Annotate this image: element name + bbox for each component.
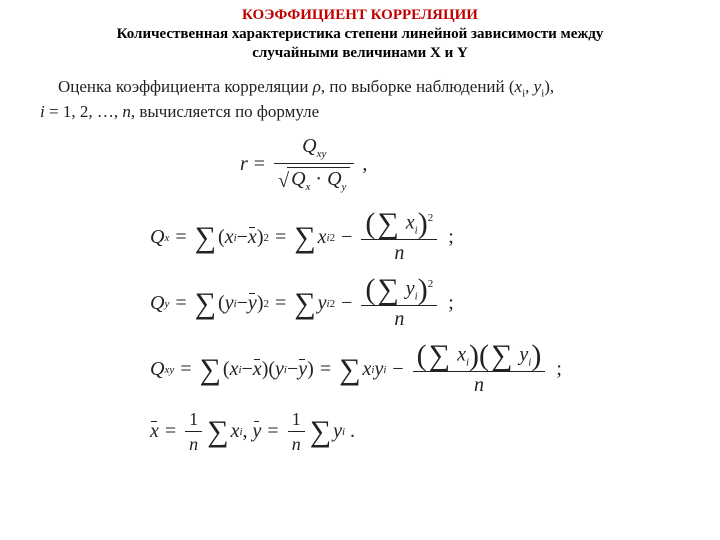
intro-mid: , по выборке наблюдений ( [321, 77, 515, 96]
sigma-icon: ∑ [294, 226, 315, 250]
heading-title: КОЭФФИЦИЕНТ КОРРЕЛЯЦИИ [40, 6, 680, 25]
sigma-icon: ∑ [491, 344, 512, 368]
heading-subtitle-1: Количественная характеристика степени ли… [40, 25, 680, 44]
sigma-icon: ∑ [195, 292, 216, 316]
intro-n: n [122, 102, 131, 121]
r-num-Q: Q [302, 135, 316, 157]
intro-range: = 1, 2, …, [45, 102, 123, 121]
qx-lhs: Q [150, 226, 164, 249]
qy-lhs-sub: y [164, 298, 169, 310]
qx-xi: x [225, 226, 234, 249]
formula-means: x = 1 n ∑ xi , y = 1 n ∑ yi . [150, 410, 680, 454]
intro-xi: x [515, 77, 523, 96]
sigma-icon: ∑ [339, 358, 360, 382]
r-comma: , [357, 153, 367, 176]
sigma-icon: ∑ [377, 278, 398, 302]
sigma-icon: ∑ [195, 226, 216, 250]
sigma-icon: ∑ [377, 212, 398, 236]
intro-rest: , вычисляется по формуле [131, 102, 319, 121]
r-fraction: Qxy √ Qx · Qy [274, 136, 354, 193]
qx-xbar: x [248, 226, 257, 249]
intro-paragraph: Оценка коэффициента корреляции ρ, по выб… [40, 76, 680, 124]
formula-qx: Qx = ∑ (xi − x)2 = ∑ xi2 − (∑ xi)2 n ; [150, 212, 680, 264]
qxy-frac: (∑ xi)(∑ yi) n [413, 344, 546, 396]
mean-1n-y: 1 n [288, 410, 305, 454]
r-sqrt: √ Qx · Qy [278, 167, 350, 194]
mean-xbar: x [150, 420, 159, 443]
sigma-icon: ∑ [200, 358, 221, 382]
formulas-block: r = Qxy √ Qx · Qy [150, 136, 680, 453]
qx-lhs-sub: x [164, 232, 169, 244]
sigma-icon: ∑ [207, 420, 228, 444]
mean-1n-x: 1 n [185, 410, 202, 454]
intro-prefix: Оценка коэффициента корреляции [58, 77, 313, 96]
formula-qy: Qy = ∑ (yi − y)2 = ∑ yi2 − (∑ yi)2 n ; [150, 278, 680, 330]
intro-rho: ρ [313, 77, 321, 96]
qxy-lhs-sub: xy [164, 364, 174, 376]
r-den-Qy-sub: y [342, 181, 347, 193]
intro-xi-sub: i [522, 88, 525, 100]
qx-frac: (∑ xi)2 n [361, 212, 437, 264]
qx-n: n [390, 242, 408, 264]
heading-subtitle-2: случайными величинами X и Y [40, 44, 680, 63]
r-num-sub: xy [317, 148, 327, 160]
mean-ybar: y [253, 420, 262, 443]
qxy-n: n [470, 374, 488, 396]
qx-xi2: x [318, 226, 327, 249]
qxy-lhs: Q [150, 358, 164, 381]
sigma-icon: ∑ [429, 344, 450, 368]
sigma-icon: ∑ [310, 420, 331, 444]
r-eq: = [254, 153, 265, 176]
qy-yi: y [225, 292, 234, 315]
qy-lhs: Q [150, 292, 164, 315]
r-den-dot: · [315, 168, 322, 190]
qy-frac: (∑ yi)2 n [361, 278, 437, 330]
sigma-icon: ∑ [294, 292, 315, 316]
qy-n: n [390, 308, 408, 330]
heading-block: КОЭФФИЦИЕНТ КОРРЕЛЯЦИИ Количественная ха… [40, 6, 680, 62]
qy-ybar: y [248, 292, 257, 315]
formula-qxy: Qxy = ∑ (xi − x)(yi − y) = ∑ xi yi − (∑ … [150, 344, 680, 396]
r-den-Qy: Q [327, 168, 341, 190]
r-den-Qx-sub: x [306, 181, 311, 193]
r-den-Qx: Q [291, 168, 305, 190]
formula-r: r = Qxy √ Qx · Qy [240, 136, 680, 193]
r-lhs: r [240, 153, 248, 176]
intro-suffix: ), [544, 77, 554, 96]
qy-yi2: y [318, 292, 327, 315]
document-page: КОЭФФИЦИЕНТ КОРРЕЛЯЦИИ Количественная ха… [0, 0, 720, 540]
